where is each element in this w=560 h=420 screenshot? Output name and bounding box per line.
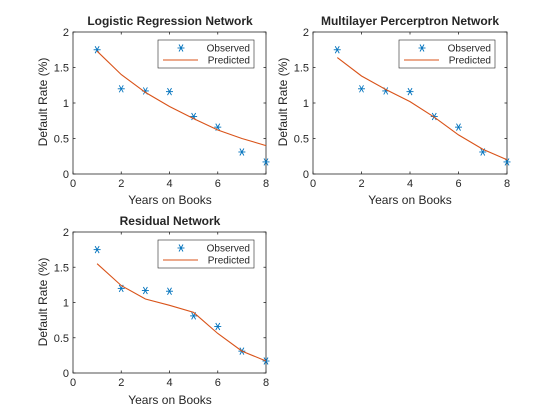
asterisk-stroke — [504, 158, 510, 166]
subplot-title: Residual Network — [120, 214, 221, 228]
asterisk-stroke — [142, 286, 148, 295]
asterisk-stroke — [263, 158, 269, 166]
predicted-line — [96, 263, 267, 362]
legend-label-observed: Observed — [207, 44, 250, 55]
y-tick-label: 1.5 — [54, 262, 69, 274]
asterisk-stroke — [215, 322, 221, 331]
asterisk-stroke — [419, 44, 425, 52]
x-tick-label: 2 — [118, 377, 124, 389]
x-axis-label: Years on Books — [368, 193, 452, 207]
x-tick-label: 8 — [504, 178, 510, 190]
legend-observed-marker — [177, 244, 185, 252]
asterisk-stroke — [359, 85, 364, 93]
x-tick-label: 8 — [263, 178, 269, 190]
legend-label-observed: Observed — [207, 244, 250, 255]
observed-point — [358, 85, 365, 93]
asterisk-stroke — [263, 357, 269, 365]
x-tick-label: 2 — [118, 178, 124, 190]
legend-label-predicted: Predicted — [208, 256, 250, 267]
asterisk-stroke — [334, 46, 340, 54]
y-tick-label: 0.5 — [54, 333, 69, 345]
observed-point — [117, 85, 125, 93]
y-tick-label: 1 — [303, 98, 309, 110]
y-tick-label: 0 — [63, 368, 69, 380]
legend-box — [157, 39, 255, 69]
asterisk-stroke — [167, 287, 172, 295]
asterisk-stroke — [118, 85, 124, 93]
observed-point — [93, 245, 101, 254]
asterisk-stroke — [178, 244, 184, 252]
predicted-line — [336, 57, 508, 161]
y-tick-label: 2 — [63, 227, 69, 239]
y-tick-label: 2 — [303, 27, 309, 39]
y-tick-label: 0.5 — [294, 134, 309, 146]
asterisk-stroke — [167, 87, 172, 96]
x-tick-label: 4 — [166, 178, 172, 190]
legend-observed-marker — [177, 44, 185, 52]
x-tick-label: 0 — [70, 377, 76, 389]
x-tick-label: 2 — [358, 178, 364, 190]
asterisk-stroke — [94, 245, 100, 254]
asterisk-stroke — [239, 148, 245, 156]
x-axis-label: Years on Books — [128, 193, 212, 207]
y-axis-label: Default Rate (%) — [36, 58, 50, 147]
observed-point — [166, 87, 173, 96]
x-tick-label: 6 — [455, 178, 461, 190]
asterisk-stroke — [191, 112, 197, 121]
x-tick-label: 8 — [263, 377, 269, 389]
asterisk-stroke — [431, 112, 437, 121]
y-tick-label: 1.5 — [294, 63, 309, 75]
legend-box — [157, 239, 255, 269]
y-tick-label: 0 — [63, 169, 69, 181]
subplot-title: Logistic Regression Network — [87, 14, 253, 28]
y-tick-label: 0.5 — [54, 134, 69, 146]
asterisk-stroke — [142, 87, 148, 95]
observed-point — [455, 123, 462, 131]
legend-box — [398, 39, 496, 69]
observed-point — [262, 158, 270, 166]
observed-point — [262, 357, 270, 365]
x-tick-label: 4 — [166, 377, 172, 389]
x-tick-label: 0 — [70, 178, 76, 190]
legend-label-predicted: Predicted — [449, 56, 491, 67]
legend-observed-marker — [418, 44, 426, 52]
asterisk-stroke — [456, 123, 461, 131]
subplot-residual: Residual Network Years on Books Default … — [36, 214, 270, 407]
asterisk-stroke — [178, 44, 184, 52]
subplot-title: Multilayer Percerptron Network — [321, 14, 499, 28]
x-tick-label: 0 — [310, 178, 316, 190]
x-tick-label: 4 — [407, 178, 413, 190]
observed-point — [406, 87, 414, 96]
y-tick-label: 1 — [63, 298, 69, 310]
legend-label-predicted: Predicted — [208, 56, 250, 67]
y-tick-label: 0 — [303, 169, 309, 181]
x-axis-label: Years on Books — [128, 393, 212, 407]
asterisk-stroke — [407, 87, 413, 96]
x-tick-label: 6 — [215, 178, 221, 190]
y-axis-label: Default Rate (%) — [36, 258, 50, 347]
x-tick-label: 6 — [215, 377, 221, 389]
observed-point — [333, 46, 341, 54]
observed-point — [141, 286, 149, 295]
y-axis-label: Default Rate (%) — [276, 58, 290, 147]
subplot-logistic-regression: Logistic Regression Network Years on Boo… — [36, 14, 270, 207]
observed-point — [214, 322, 222, 331]
y-tick-label: 1 — [63, 98, 69, 110]
predicted-line — [96, 50, 267, 147]
y-tick-label: 2 — [63, 27, 69, 39]
asterisk-stroke — [94, 46, 100, 54]
subplot-multilayer-perceptron: Multilayer Percerptron Network Years on … — [276, 14, 511, 207]
legend-label-observed: Observed — [448, 44, 491, 55]
observed-point — [238, 148, 246, 156]
y-tick-label: 1.5 — [54, 63, 69, 75]
observed-point — [166, 287, 173, 295]
asterisk-stroke — [383, 87, 389, 95]
